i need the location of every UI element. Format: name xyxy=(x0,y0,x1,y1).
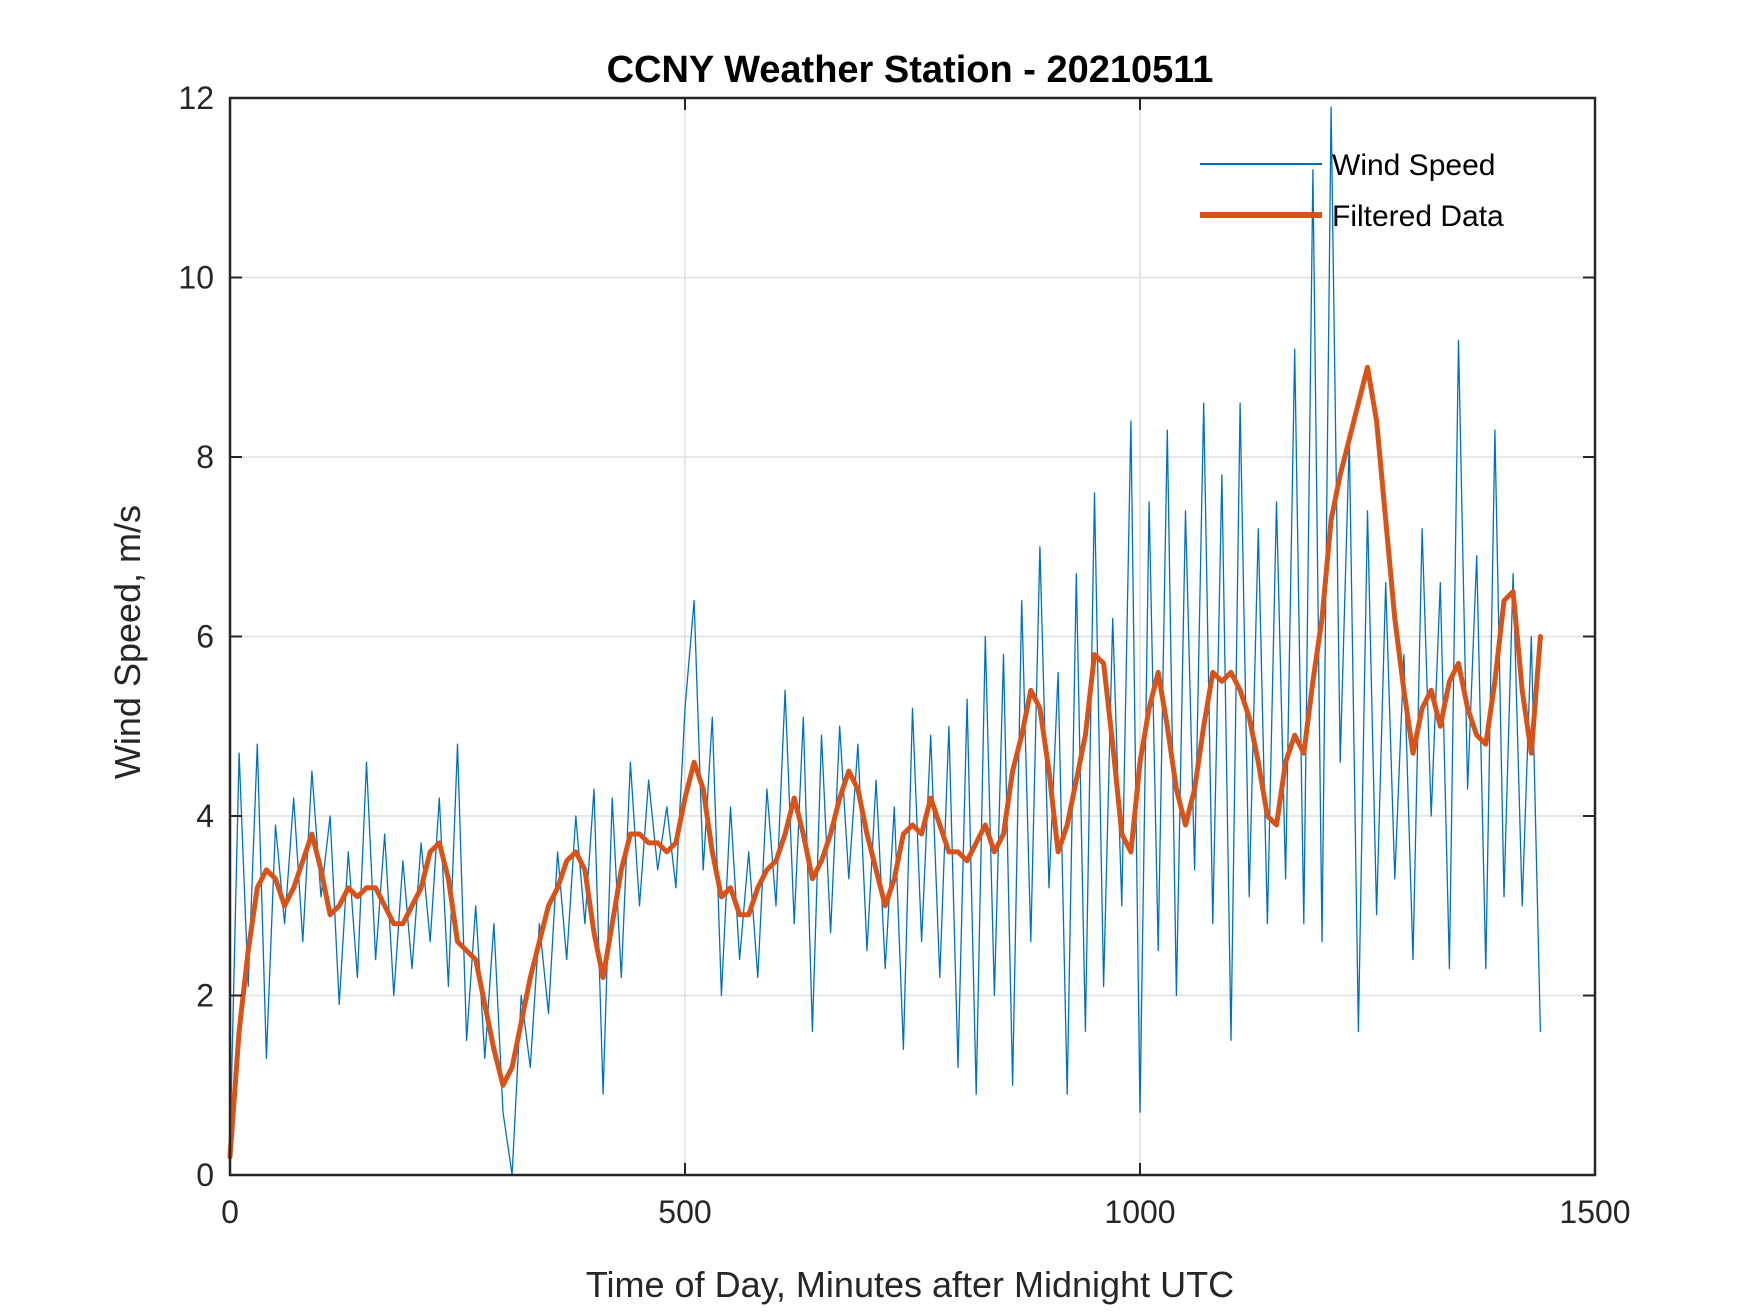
legend: Wind Speed Filtered Data xyxy=(1200,149,1504,233)
y-tick-label: 8 xyxy=(196,439,214,475)
axis-ticks: 0 500 1000 1500 0 2 4 6 8 10 12 xyxy=(178,80,1630,1230)
series-line-filtered-data xyxy=(227,364,1543,1160)
y-tick-label: 10 xyxy=(178,260,214,296)
series-line-wind-speed xyxy=(229,106,1542,1176)
grid-lines xyxy=(230,98,1595,1175)
series-layer xyxy=(227,106,1543,1176)
chart-title: CCNY Weather Station - 20210511 xyxy=(607,49,1214,91)
x-tick-label: 1000 xyxy=(1104,1194,1175,1230)
x-axis-label: Time of Day, Minutes after Midnight UTC xyxy=(586,1264,1234,1305)
x-tick-label: 0 xyxy=(221,1194,239,1230)
legend-label-wind-speed: Wind Speed xyxy=(1332,149,1495,182)
y-tick-label: 2 xyxy=(196,978,214,1014)
x-tick-label: 500 xyxy=(658,1194,711,1230)
y-axis-label: Wind Speed, m/s xyxy=(107,505,148,779)
y-tick-label: 0 xyxy=(196,1157,214,1193)
y-tick-label: 6 xyxy=(196,619,214,655)
x-tick-label: 1500 xyxy=(1559,1194,1630,1230)
y-tick-label: 12 xyxy=(178,80,214,116)
legend-label-filtered-data: Filtered Data xyxy=(1332,200,1504,233)
y-tick-label: 4 xyxy=(196,798,214,834)
